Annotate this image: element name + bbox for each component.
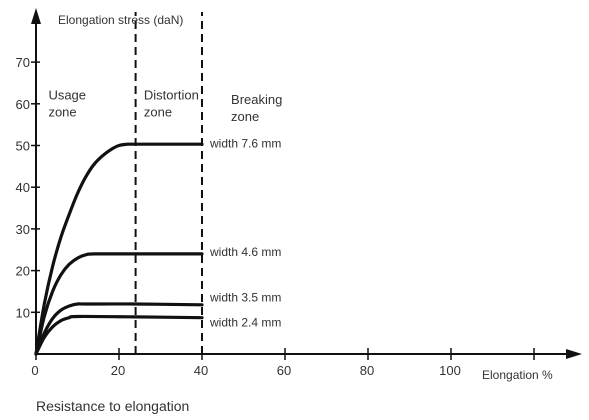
zone-label-2: Distortion zone [144, 88, 199, 120]
series-line-3 [34, 302, 204, 356]
y-tick-label: 10 [16, 305, 30, 320]
zone-label-line: Breaking [231, 92, 282, 107]
y-tick-label: 40 [16, 180, 30, 195]
series-line-4 [34, 314, 204, 356]
series-line-1 [34, 142, 204, 356]
x-axis-title: Elongation % [482, 368, 553, 382]
x-axis-arrow [566, 349, 582, 359]
zone-boundary-lines [134, 12, 203, 354]
chart-labels: width 7.6 mm width 4.6 mm width 3.5 mm widt… [48, 13, 553, 382]
y-tick-label: 60 [16, 97, 30, 112]
zone-label-line: zone [231, 109, 259, 124]
y-axis-title: Elongation stress (daN) [58, 13, 183, 27]
x-tick-label: 20 [111, 363, 125, 378]
zone-label-line: Distortion [144, 88, 199, 103]
zone-label-line: zone [48, 105, 76, 120]
zone-label-line: Usage [48, 88, 86, 103]
axis-ticks: 0 20 40 60 80 100 10 20 30 40 50 60 70 [16, 55, 535, 378]
zone-label-3: Breaking zone [231, 92, 282, 124]
x-tick-label: 60 [277, 363, 291, 378]
y-axis-arrow [31, 8, 41, 24]
y-tick-label: 30 [16, 222, 30, 237]
series-label-3: width 3.5 mm [209, 291, 281, 305]
axes [31, 8, 582, 359]
x-tick-label: 100 [439, 363, 461, 378]
stress-curves [34, 142, 204, 356]
series-label-4: width 2.4 mm [209, 316, 281, 330]
figure-caption: Resistance to elongation [36, 398, 190, 414]
zone-label-1: Usage zone [48, 88, 86, 120]
y-tick-label: 70 [16, 55, 30, 70]
series-label-2: width 4.6 mm [209, 245, 281, 259]
x-tick-label: 0 [31, 363, 38, 378]
zone-label-line: zone [144, 105, 172, 120]
x-tick-label: 40 [194, 363, 208, 378]
series-line-2 [34, 252, 204, 356]
series-label-1: width 7.6 mm [209, 136, 281, 150]
y-tick-label: 50 [16, 139, 30, 154]
y-tick-label: 20 [16, 264, 30, 279]
x-tick-label: 80 [360, 363, 374, 378]
